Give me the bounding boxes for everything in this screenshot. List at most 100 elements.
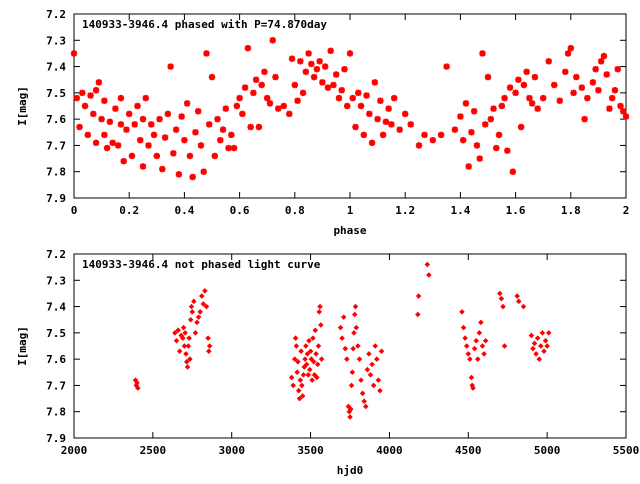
data-point [192, 129, 199, 136]
data-point [460, 324, 467, 331]
chart-panel-2: 2000 2500 3000 3500 4000 4500 5000 5500 7.2 7.3 7.… [16, 248, 639, 477]
data-point [239, 110, 246, 118]
data-point [468, 374, 475, 381]
data-point [372, 343, 378, 349]
data-point [330, 81, 337, 89]
data-point [302, 356, 308, 362]
data-point [81, 102, 89, 110]
data-point [562, 68, 569, 76]
data-point [324, 84, 332, 91]
data-point [148, 121, 155, 128]
data-point [296, 395, 303, 402]
x-tick-label: 0.2 [119, 204, 139, 217]
x-tick-label: 1.2 [395, 204, 415, 217]
x-axis-label: phase [333, 224, 366, 237]
data-point [501, 94, 508, 102]
data-point [189, 173, 196, 181]
data-point [181, 136, 188, 144]
data-point [498, 295, 505, 302]
data-point [570, 89, 577, 97]
data-point [280, 102, 287, 110]
y-tick-label: 7.3 [46, 34, 66, 47]
data-point [307, 348, 314, 355]
data-point [465, 163, 472, 170]
data-point [203, 303, 210, 310]
data-point [316, 309, 323, 315]
data-point [533, 351, 539, 357]
data-point [367, 372, 374, 378]
data-point [286, 110, 293, 118]
data-point [358, 377, 364, 383]
data-point [98, 115, 105, 123]
data-point [186, 152, 194, 160]
data-point [415, 142, 423, 149]
data-point [180, 335, 186, 341]
x-tick-label: 2000 [61, 444, 88, 457]
data-point [250, 89, 257, 97]
data-point [266, 100, 274, 107]
data-point [534, 335, 541, 341]
x-axis-label: hjd0 [337, 464, 364, 477]
data-point [183, 100, 191, 107]
data-point [114, 142, 122, 149]
data-point [544, 343, 550, 349]
data-point [299, 382, 305, 389]
data-point [429, 136, 436, 144]
data-point [538, 343, 544, 349]
data-point [315, 343, 322, 349]
data-point [351, 311, 358, 318]
data-point [378, 348, 385, 355]
data-point [437, 131, 445, 139]
data-point [514, 293, 520, 299]
data-point [541, 348, 547, 355]
data-point [189, 309, 196, 315]
data-point [186, 335, 192, 341]
data-point [349, 369, 356, 376]
data-point [314, 374, 320, 381]
data-point [377, 387, 383, 394]
data-point [589, 79, 597, 86]
data-point [307, 366, 313, 373]
data-point [501, 343, 508, 349]
data-point [473, 337, 479, 344]
data-point [622, 113, 630, 120]
data-point [606, 105, 613, 112]
x-tick-label: 1.4 [450, 204, 470, 217]
data-point [297, 58, 304, 65]
data-point [185, 343, 192, 349]
data-point [471, 108, 478, 115]
data-point [385, 105, 392, 112]
data-point [137, 136, 144, 144]
data-point [459, 309, 465, 315]
data-point [101, 97, 108, 104]
x-tick-label: 5000 [534, 444, 561, 457]
data-point [545, 330, 552, 336]
data-point [366, 110, 373, 118]
y-tick-label: 7.8 [46, 406, 66, 419]
data-point [531, 340, 538, 347]
data-point [139, 115, 147, 123]
data-point [333, 71, 340, 78]
data-point [304, 351, 311, 357]
data-point [515, 298, 522, 305]
data-point [338, 87, 345, 94]
data-point [117, 121, 125, 128]
x-tick-label: 1 [347, 204, 354, 217]
data-point [620, 108, 627, 115]
data-point [462, 100, 470, 107]
x-tick-label: 1.8 [561, 204, 581, 217]
data-point [244, 44, 252, 52]
data-point [139, 163, 147, 170]
data-point [379, 131, 387, 139]
data-point [520, 81, 528, 89]
data-point [382, 118, 390, 125]
data-point [424, 261, 431, 268]
data-point [153, 152, 160, 160]
data-point [159, 165, 166, 173]
y-tick-label: 7.9 [46, 432, 66, 445]
data-point [205, 335, 211, 341]
y-tick-label: 7.2 [46, 248, 66, 261]
data-point [353, 324, 360, 331]
data-point [545, 58, 552, 65]
data-point [369, 361, 375, 368]
